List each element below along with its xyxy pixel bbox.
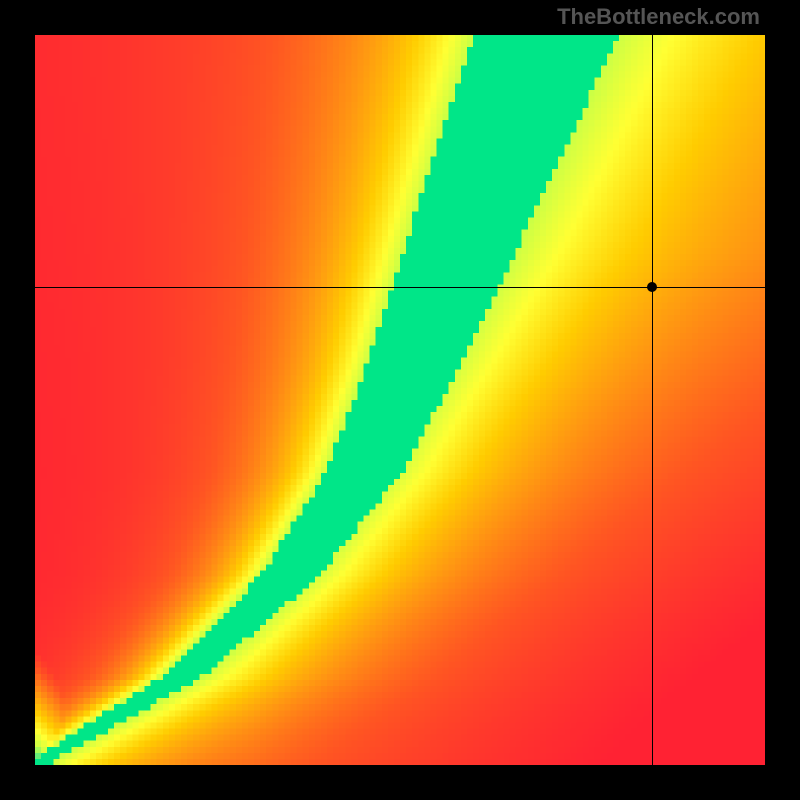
marker-dot: [647, 282, 657, 292]
watermark-text: TheBottleneck.com: [557, 4, 760, 30]
plot-area: [35, 35, 765, 765]
crosshair-vertical: [652, 35, 653, 765]
heatmap-canvas: [35, 35, 765, 765]
